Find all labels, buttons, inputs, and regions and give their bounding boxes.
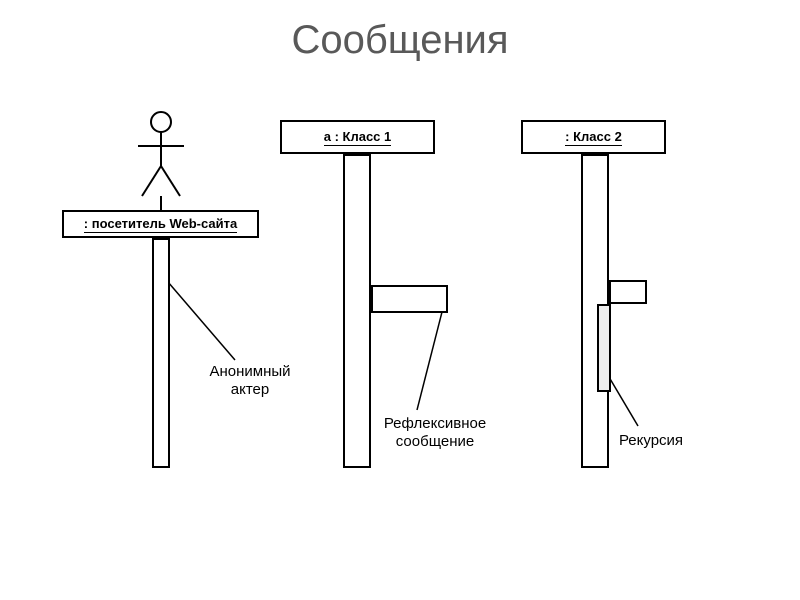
class2-label: : Класс 2 [565,129,622,146]
reflexive-label: Рефлексивное сообщение [365,415,505,451]
recursion-outer [609,280,647,304]
actor-label: : посетитель Web-сайта [84,216,237,233]
recursion-inner [597,304,611,392]
class1-box: a : Класс 1 [280,120,435,154]
class2-box: : Класс 2 [521,120,666,154]
lifeline-actor [152,238,170,468]
class1-label: a : Класс 1 [324,129,392,146]
anon-actor-label: Анонимный актер [190,363,310,399]
page-title: Сообщения [291,18,508,63]
actor-label-box: : посетитель Web-сайта [62,210,259,238]
sequence-diagram: : посетитель Web-сайта a : Класс 1 : Кла… [60,100,740,520]
reflexive-activation [371,285,448,313]
recursion-label: Рекурсия [601,432,701,450]
